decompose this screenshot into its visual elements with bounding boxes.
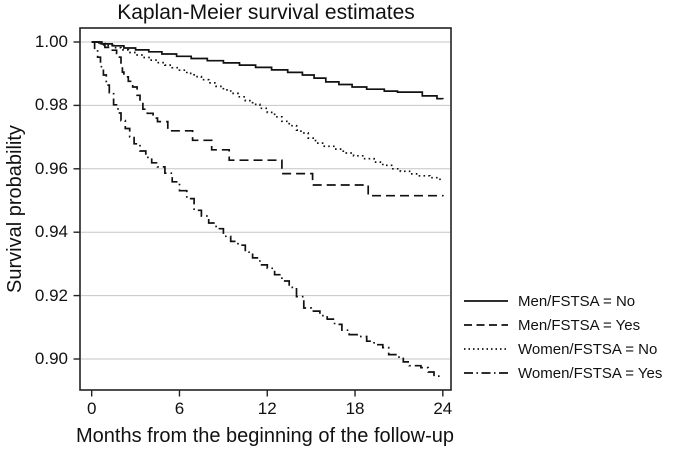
x-tick-label-0: 0 [86, 399, 97, 418]
legend-line-dotted-icon [464, 348, 508, 350]
legend-label-women-fstsa-no: Women/FSTSA = No [518, 340, 658, 358]
y-tick-label-0.94: 0.94 [34, 222, 68, 242]
y-tick-label-0.92: 0.92 [34, 285, 68, 305]
chart-title: Kaplan-Meier survival estimates [117, 1, 415, 24]
x-tick-label-12: 12 [257, 399, 277, 418]
curve-men-fstsa-no [91, 41, 444, 100]
x-tick-label-24: 24 [433, 399, 453, 418]
x-axis-title: Months from the beginning of the follow-… [76, 425, 454, 447]
y-tick-label-1.00: 1.00 [34, 32, 68, 51]
y-tick-label-0.96: 0.96 [34, 158, 68, 178]
legend-line-dash-dot-icon [464, 372, 508, 374]
y-tick-label-0.90: 0.90 [34, 349, 68, 368]
x-tick-label-18: 18 [345, 399, 365, 418]
y-tick-label-0.98: 0.98 [34, 95, 68, 115]
legend-label-women-fstsa-yes: Women/FSTSA = Yes [518, 364, 663, 382]
legend-row-men-fstsa-yes: Men/FSTSA = Yes [463, 313, 685, 337]
legend: Men/FSTSA = No Men/FSTSA = Yes Women/FSTSA… [463, 289, 685, 385]
curve-women-fstsa-yes [91, 41, 441, 378]
x-tick-label-6: 6 [174, 399, 185, 418]
curve-men-fstsa-yes [91, 41, 444, 197]
legend-line-solid-icon [464, 300, 508, 302]
plot-frame [79, 27, 452, 391]
legend-label-men-fstsa-yes: Men/FSTSA = Yes [518, 316, 641, 334]
legend-row-women-fstsa-no: Women/FSTSA = No [463, 337, 685, 361]
legend-row-women-fstsa-yes: Women/FSTSA = Yes [463, 361, 685, 385]
curve-women-fstsa-no [91, 41, 444, 181]
legend-label-men-fstsa-no: Men/FSTSA = No [518, 292, 636, 310]
legend-line-dashed-icon [464, 324, 508, 326]
legend-row-men-fstsa-no: Men/FSTSA = No [463, 289, 685, 313]
